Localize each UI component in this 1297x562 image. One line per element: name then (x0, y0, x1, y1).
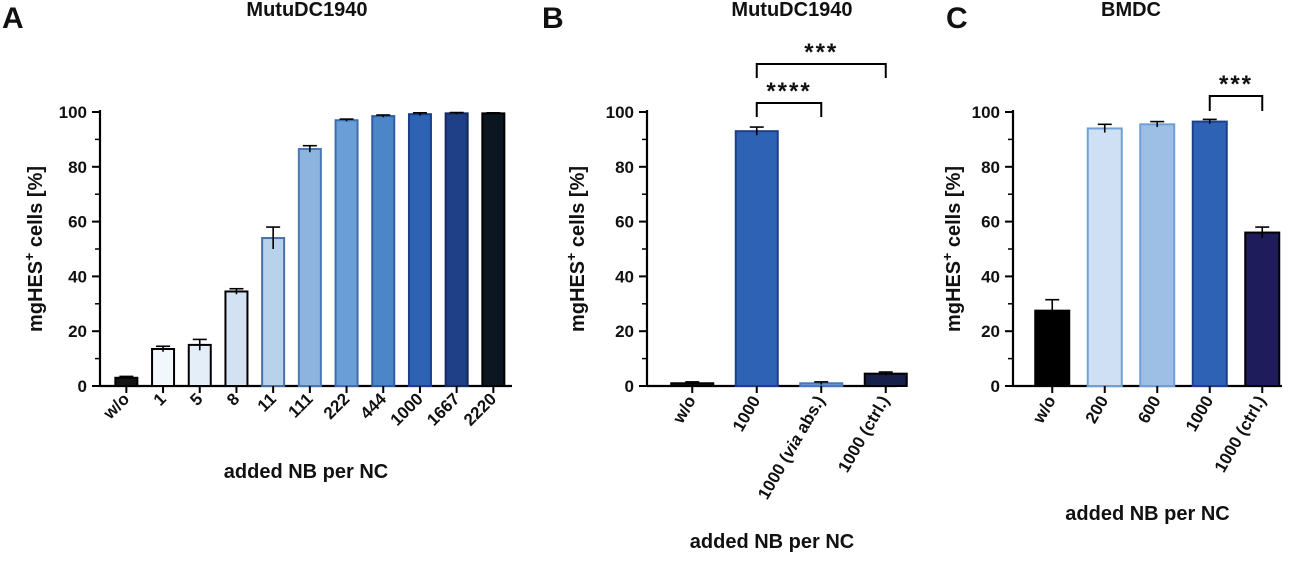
significance-bracket (755, 63, 887, 78)
bar (734, 130, 779, 387)
y-tick-label: 20 (615, 322, 634, 341)
bar (261, 237, 286, 387)
y-axis-label: mgHES+ cells [%] (21, 166, 47, 332)
bar (1086, 127, 1123, 387)
y-tick-label: 80 (68, 158, 87, 177)
y-tick-label: 20 (68, 322, 87, 341)
bar (334, 119, 359, 387)
x-tick-label: 2220 (460, 389, 500, 429)
x-tick-label: 11 (254, 389, 280, 415)
bar (187, 343, 212, 387)
bar (863, 372, 908, 388)
x-tick-label: 1000 (ctrl.) (1211, 393, 1270, 476)
y-tick-label: 40 (615, 267, 634, 286)
x-tick-label: 1000 (729, 393, 764, 435)
panel-c: C BMDC 0 20 40 60 80 100 mgHES+ cells [%] w/o 200 6… (939, 0, 1282, 525)
panel-title: BMDC (1101, 0, 1161, 21)
x-axis-label: added NB per NC (690, 531, 854, 553)
x-tick-label: w/o (99, 389, 133, 423)
y-tick-label: 40 (68, 267, 87, 286)
panel-title: MutuDC1940 (246, 0, 367, 21)
significance-bracket (1208, 95, 1264, 111)
bar (481, 112, 506, 388)
x-tick-label: 1 (150, 389, 170, 409)
bar (1191, 120, 1228, 387)
panel-letter: B (542, 2, 564, 35)
x-axis-label: added NB per NC (1065, 503, 1229, 525)
x-tick-label: 1667 (423, 389, 463, 429)
y-tick-label: 40 (981, 267, 1000, 286)
y-tick-label: 100 (59, 103, 87, 122)
panel-letter: A (2, 2, 24, 35)
significance-bracket (755, 102, 823, 117)
bar (224, 290, 249, 387)
x-tick-label: 444 (357, 389, 391, 423)
x-tick-label: 1000 (387, 389, 427, 429)
x-tick-label: 8 (223, 389, 243, 409)
bar (371, 115, 396, 388)
bar (1139, 123, 1176, 388)
y-tick-label: 80 (981, 158, 1000, 177)
x-tick-label: 200 (1082, 393, 1113, 427)
y-tick-label: 0 (625, 377, 634, 396)
y-axis-label: mgHES+ cells [%] (563, 166, 589, 332)
y-tick-label: 60 (981, 213, 1000, 232)
x-tick-label: 1000 (1182, 393, 1217, 435)
panel-b: B MutuDC1940 0 20 40 60 80 100 mgHES+ cells [%] w… (542, 0, 908, 553)
x-tick-label: 222 (320, 389, 353, 422)
y-tick-label: 20 (981, 322, 1000, 341)
bar (407, 113, 432, 388)
bar (1244, 231, 1281, 387)
y-tick-label: 0 (78, 377, 87, 396)
panel-title: MutuDC1940 (731, 0, 852, 21)
y-tick-label: 100 (606, 103, 634, 122)
bar (1034, 309, 1071, 387)
y-tick-label: 60 (615, 213, 634, 232)
y-tick-label: 100 (972, 103, 1000, 122)
x-axis-label: added NB per NC (224, 461, 388, 483)
x-tick-label: 111 (285, 389, 317, 421)
significance-label: *** (1219, 71, 1253, 98)
x-tick-label: 1000 (via abs.) (754, 393, 829, 503)
x-tick-label: 5 (186, 389, 206, 409)
panel-letter: C (946, 2, 968, 35)
significance-label: *** (804, 39, 838, 66)
panel-a: A MutuDC1940 0 20 40 60 80 100 mgHES+ cells [%] w… (2, 0, 512, 483)
bar (151, 348, 176, 388)
x-tick-label: w/o (1029, 393, 1060, 428)
y-tick-label: 80 (615, 158, 634, 177)
bar (297, 147, 322, 387)
x-tick-label: 1000 (ctrl.) (834, 393, 893, 476)
x-tick-label: 600 (1134, 393, 1165, 427)
y-tick-label: 60 (68, 213, 87, 232)
significance-label: **** (766, 78, 811, 105)
x-tick-label: w/o (669, 393, 700, 428)
bar (444, 112, 469, 388)
y-axis-label: mgHES+ cells [%] (939, 166, 965, 332)
y-tick-label: 0 (991, 377, 1000, 396)
